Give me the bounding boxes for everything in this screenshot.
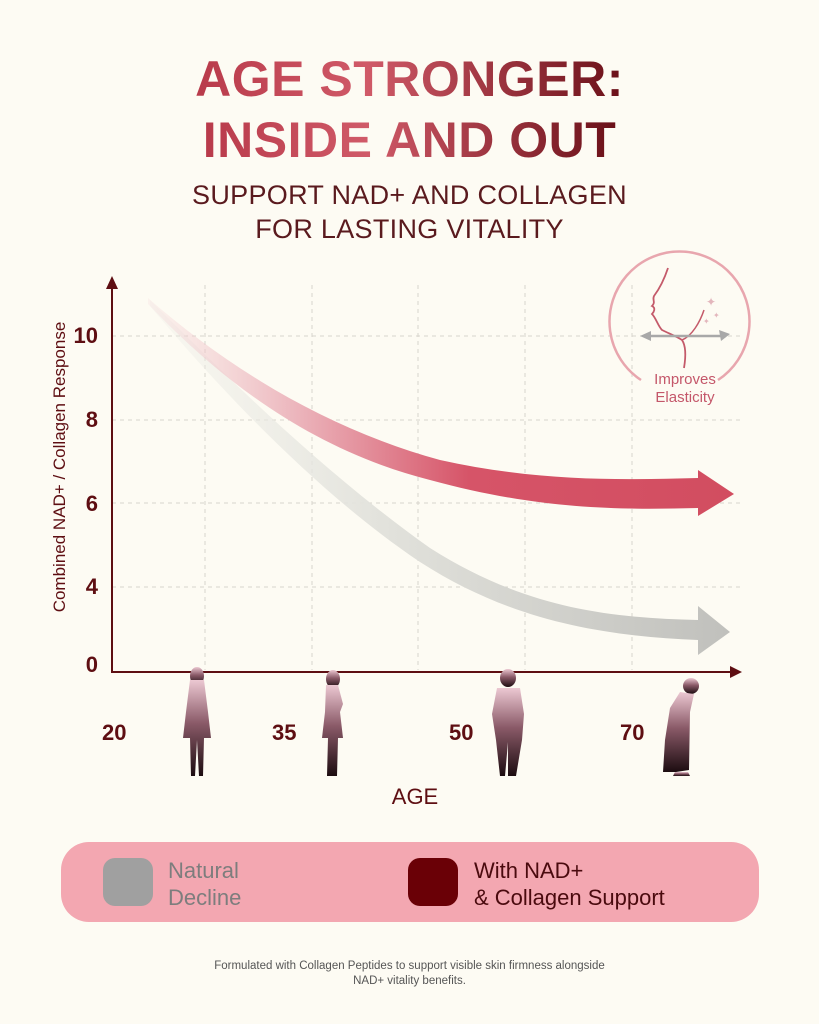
face-profile-elasticity-icon: ✦ ✦ ✦ <box>608 250 751 382</box>
legend-label-line: Natural <box>168 858 239 883</box>
svg-text:✦: ✦ <box>706 295 716 309</box>
y-tick-10: 10 <box>73 323 98 348</box>
y-tick-6: 6 <box>85 491 98 516</box>
figure-age-35-icon <box>322 670 343 776</box>
support-curve <box>148 298 734 516</box>
natural-decline-curve <box>150 300 730 655</box>
svg-text:✦: ✦ <box>713 311 720 320</box>
gridlines <box>112 285 740 670</box>
badge-label-line-2: Elasticity <box>655 389 715 406</box>
figure-age-20-icon <box>183 667 211 776</box>
title-line-1: AGE STRONGER: <box>195 51 624 107</box>
footer-line-2: NAD+ vitality benefits. <box>353 975 466 987</box>
legend-label-line: & Collagen Support <box>474 885 665 910</box>
footer-line-1: Formulated with Collagen Peptides to sup… <box>214 960 605 972</box>
legend-label-line: Decline <box>168 885 242 910</box>
x-tick-70: 70 <box>620 720 645 745</box>
legend-label-support: With NAD+ & Collagen Support <box>474 857 665 911</box>
age-figure-icons <box>183 667 699 776</box>
legend-swatch-natural-decline <box>103 858 153 906</box>
x-axis-label: AGE <box>391 784 439 809</box>
x-tick-50: 50 <box>449 720 474 745</box>
y-tick-8: 8 <box>85 407 98 432</box>
y-tick-4: 4 <box>85 574 98 599</box>
legend-label-line: With NAD+ <box>474 858 584 883</box>
title-line-2: INSIDE AND OUT <box>202 112 617 168</box>
figure-age-70-icon <box>663 678 699 776</box>
subtitle-line-1: SUPPORT NAD+ AND COLLAGEN <box>192 180 627 210</box>
x-tick-35: 35 <box>272 720 297 745</box>
legend-label-natural-decline: Natural Decline <box>168 857 241 911</box>
subtitle-line-2: FOR LASTING VITALITY <box>255 214 564 244</box>
figure-age-50-icon <box>492 669 524 776</box>
axes <box>106 276 742 678</box>
legend: Natural Decline With NAD+ & Collagen Sup… <box>61 842 759 922</box>
legend-swatch-support <box>408 858 458 906</box>
y-tick-0: 0 <box>85 652 98 677</box>
badge-label-line-1: Improves <box>654 371 716 388</box>
x-tick-20: 20 <box>102 720 127 745</box>
svg-text:✦: ✦ <box>703 317 710 326</box>
